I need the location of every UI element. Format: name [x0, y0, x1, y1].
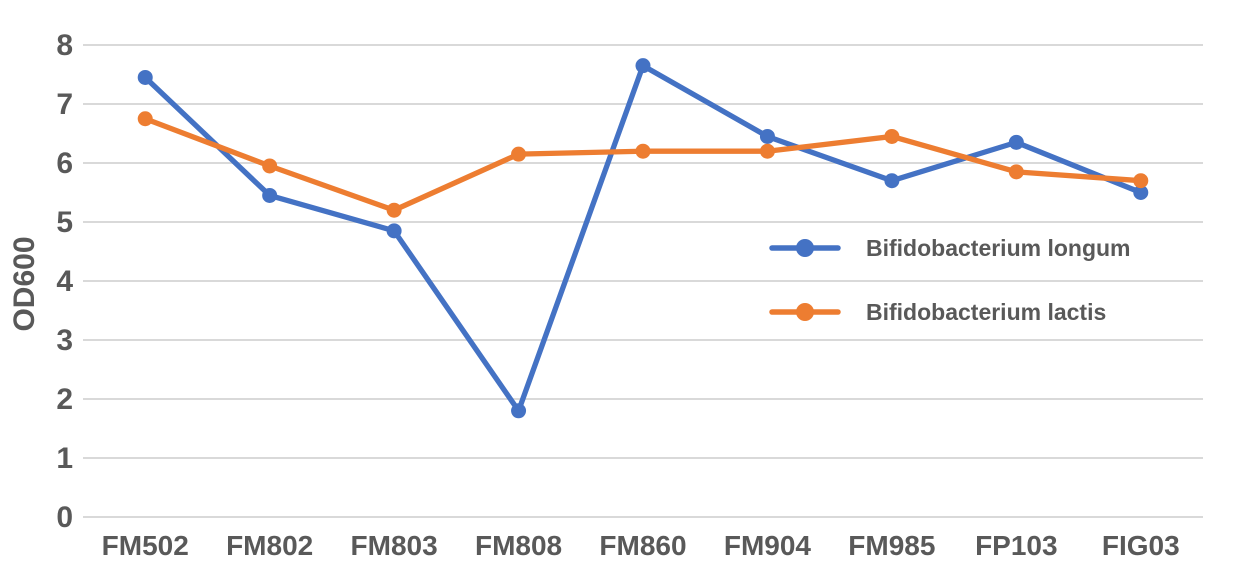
series-bifidobacterium-longum [137, 58, 1149, 419]
x-axis-label: FIG03 [1102, 530, 1180, 561]
data-point-marker [137, 69, 153, 85]
y-tick-label: 5 [56, 206, 73, 239]
y-tick-label: 8 [56, 29, 73, 62]
data-point-marker [386, 202, 402, 218]
y-tick-label: 1 [56, 442, 73, 475]
x-axis-label: FM808 [475, 530, 562, 561]
gridlines [83, 44, 1203, 518]
legend-item: Bifidobacterium lactis [769, 299, 1106, 325]
data-point-marker [511, 146, 527, 162]
data-point-marker [635, 143, 651, 159]
y-tick-label: 3 [56, 324, 73, 357]
x-axis-label: FM904 [724, 530, 812, 561]
legend-label: Bifidobacterium lactis [866, 299, 1106, 325]
y-axis-title: OD600 [8, 236, 41, 331]
x-axis-labels: FM502 FM802 FM803 FM808 FM860 FM904 FM985 FP103… [102, 530, 1180, 561]
data-point-marker [635, 58, 651, 74]
data-point-marker [884, 173, 900, 189]
x-axis-label: FM860 [599, 530, 686, 561]
y-tick-label: 4 [56, 265, 73, 298]
data-point-marker [386, 223, 402, 239]
x-axis-label: FP103 [975, 530, 1058, 561]
legend-label: Bifidobacterium longum [866, 235, 1131, 261]
data-point-marker [1133, 185, 1149, 200]
y-axis-tick-labels: 0 1 2 3 4 5 6 7 8 [56, 29, 73, 534]
series-bifidobacterium-lactis [137, 111, 1149, 218]
data-point-marker [137, 111, 153, 127]
data-point-marker [759, 128, 775, 144]
data-point-marker [262, 187, 278, 203]
y-tick-label: 6 [56, 147, 73, 180]
y-tick-label: 0 [56, 501, 73, 534]
y-tick-label: 2 [56, 383, 73, 416]
x-axis-label: FM502 [102, 530, 189, 561]
data-point-marker [759, 143, 775, 159]
data-point-marker [511, 403, 527, 419]
legend-marker-dot [796, 303, 814, 321]
legend-marker-dot [796, 239, 814, 257]
data-point-marker [1008, 134, 1024, 150]
data-point-marker [262, 158, 278, 174]
legend: Bifidobacterium longum Bifidobacterium la… [769, 235, 1131, 325]
data-series [137, 58, 1149, 419]
y-tick-label: 7 [56, 88, 73, 121]
series-line [142, 116, 1144, 213]
x-axis-label: FM802 [226, 530, 313, 561]
legend-item: Bifidobacterium longum [769, 235, 1131, 261]
data-point-marker [1008, 164, 1024, 180]
data-point-marker [884, 128, 900, 144]
x-axis-label: FM803 [351, 530, 438, 561]
data-point-marker [1133, 173, 1149, 189]
x-axis-label: FM985 [848, 530, 935, 561]
